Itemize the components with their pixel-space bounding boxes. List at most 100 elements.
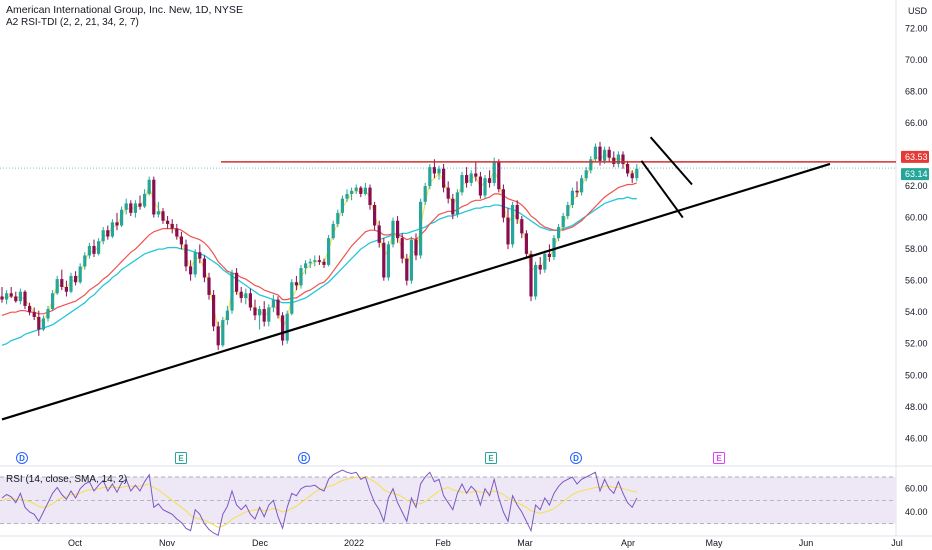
price-tag-label: 63.53	[905, 152, 928, 162]
candle-body	[244, 293, 248, 299]
candle	[64, 280, 68, 297]
earnings-marker[interactable]: E	[485, 452, 497, 464]
candle	[230, 269, 234, 314]
drawings[interactable]	[0, 136, 896, 421]
candle	[570, 187, 574, 209]
candle-body	[386, 244, 390, 278]
candle	[184, 239, 188, 272]
candle	[396, 216, 400, 243]
candle	[359, 186, 363, 198]
candle-body	[534, 264, 538, 297]
dividend-marker[interactable]: D	[16, 452, 28, 464]
candle	[87, 242, 91, 259]
candle-body	[373, 204, 377, 226]
candle-body	[423, 186, 427, 202]
candle	[313, 255, 317, 267]
candle-body	[432, 167, 436, 174]
event-letter: D	[19, 454, 25, 463]
price-tag-bg	[901, 150, 929, 163]
candle-body	[28, 305, 32, 313]
dividend-marker[interactable]: D	[298, 452, 310, 464]
candle-body	[129, 203, 133, 213]
chart-title[interactable]: American International Group, Inc. New, …	[6, 4, 243, 16]
candle	[69, 272, 73, 294]
earnings-marker[interactable]: E	[175, 452, 187, 464]
candle	[239, 286, 243, 303]
time-tick-label: Mar	[517, 538, 533, 548]
candle	[593, 143, 597, 163]
candle-body	[166, 220, 170, 224]
indicator-legend[interactable]: A2 RSI-TDI (2, 2, 21, 34, 2, 7)	[6, 17, 139, 28]
mid-ma-line	[1, 182, 637, 316]
candle	[225, 305, 229, 325]
price-tag[interactable]: 63.14	[901, 168, 929, 181]
candle-body	[14, 296, 18, 302]
candle	[166, 216, 170, 229]
candle	[322, 258, 326, 269]
candle-body	[520, 219, 524, 234]
candle	[621, 151, 625, 169]
candle	[566, 201, 570, 220]
candle	[304, 260, 308, 275]
candle-body	[566, 204, 570, 217]
price-tag[interactable]: 63.53	[901, 150, 929, 163]
trendline[interactable]	[1, 162, 831, 421]
candle	[336, 209, 340, 228]
candle-body	[359, 187, 363, 194]
dividend-icon	[298, 452, 310, 464]
candle-body	[451, 198, 455, 215]
channel-line[interactable]	[649, 136, 693, 186]
candle	[423, 182, 427, 205]
candle	[511, 201, 515, 248]
candle	[474, 162, 478, 182]
price-tick-label: 46.00	[905, 433, 928, 443]
candle	[147, 176, 151, 196]
candle	[331, 220, 335, 240]
candle	[626, 160, 630, 177]
candle	[92, 239, 96, 258]
price-tick-label: 72.00	[905, 23, 928, 33]
candle-body	[575, 190, 579, 193]
axes[interactable]: 72.0070.0068.0066.0064.0062.0060.0058.00…	[68, 6, 929, 548]
candle	[179, 231, 183, 250]
currency-label: USD	[908, 6, 928, 16]
rsi-ma-line	[1, 476, 637, 528]
candle	[175, 223, 179, 240]
candle-body	[271, 299, 275, 308]
rsi-legend[interactable]: RSI (14, close, SMA, 14, 2)	[6, 474, 128, 485]
candle	[267, 304, 271, 327]
dividend-marker[interactable]: D	[570, 452, 582, 464]
price-tag-label: 63.14	[905, 169, 928, 179]
candle	[46, 305, 50, 322]
candle	[529, 250, 533, 302]
candle	[244, 288, 248, 305]
candle	[202, 255, 206, 283]
channel-line[interactable]	[640, 160, 684, 219]
candle	[386, 241, 390, 281]
candle-body	[115, 222, 119, 226]
event-letter: D	[573, 454, 579, 463]
candle	[115, 212, 119, 231]
candle-body	[0, 296, 4, 300]
event-letter: E	[716, 454, 722, 463]
event-letter: E	[178, 454, 184, 463]
rsi-pane	[1, 469, 638, 537]
dividend-icon	[570, 452, 582, 464]
candle-body	[626, 163, 630, 174]
candle-body	[405, 258, 409, 281]
earnings-marker[interactable]: E	[713, 452, 725, 464]
candle	[129, 200, 133, 217]
candle	[207, 272, 211, 300]
candle-body	[350, 190, 354, 194]
candle	[216, 321, 220, 351]
candle	[0, 286, 4, 303]
price-tick-label: 52.00	[905, 339, 928, 349]
slow-ma-line	[1, 196, 637, 346]
candle	[101, 227, 105, 245]
candle-body	[41, 318, 45, 330]
candle	[354, 184, 358, 194]
candle-body	[156, 211, 160, 215]
